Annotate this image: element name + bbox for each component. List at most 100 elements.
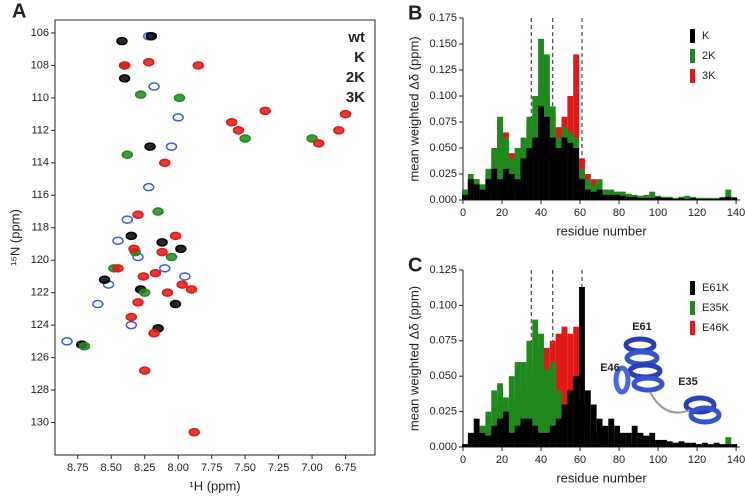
legend-swatch: [690, 29, 695, 43]
peak: [156, 238, 168, 247]
peak: [148, 329, 160, 338]
bar: [514, 362, 521, 447]
peak: [333, 126, 345, 135]
bar: [719, 444, 726, 447]
y-tick-label: 0.125: [429, 64, 457, 76]
bar: [608, 194, 615, 200]
bar: [502, 411, 509, 447]
bar: [573, 54, 580, 201]
panel-label: B: [408, 2, 422, 24]
peak: [165, 142, 178, 151]
peak: [152, 207, 164, 216]
bar: [491, 425, 498, 447]
bar: [696, 197, 702, 200]
y-tick-label: 0.050: [429, 370, 457, 382]
peak: [132, 298, 144, 307]
bar: [467, 432, 474, 447]
legend-label: 3K: [702, 70, 716, 82]
bar: [655, 439, 661, 447]
y-axis-title: ¹⁵N (ppm): [7, 209, 22, 266]
x-tick-label: 7.75: [201, 462, 222, 474]
peak: [239, 134, 251, 143]
peak: [98, 275, 111, 284]
peak: [148, 82, 160, 91]
bar: [555, 148, 562, 200]
x-tick-label: 140: [727, 454, 745, 466]
bar: [602, 194, 609, 200]
bar: [614, 425, 621, 447]
y-tick-label: 0.025: [429, 406, 457, 418]
bar: [713, 442, 720, 447]
helix-coil: [631, 375, 665, 393]
legend-label: wt: [347, 29, 365, 46]
y-tick-label: 0.175: [429, 12, 457, 24]
bar: [596, 189, 603, 200]
bar: [649, 197, 656, 200]
bar: [707, 198, 714, 200]
bar: [701, 442, 708, 447]
legend-label: E46K: [702, 322, 730, 334]
peak: [149, 268, 162, 278]
legend-label: 2K: [346, 69, 365, 86]
x-tick-label: 40: [535, 207, 547, 219]
bar: [701, 198, 708, 200]
y-axis-title: mean weighted Δδ (ppm): [406, 286, 421, 431]
y-tick-label: 108: [31, 59, 49, 71]
x-tick-label: 20: [496, 454, 508, 466]
y-tick-label: 0.075: [429, 116, 457, 128]
bar: [672, 197, 679, 200]
x-tick-label: 7.00: [301, 462, 322, 474]
bar: [614, 194, 621, 200]
peak: [132, 210, 144, 220]
peak: [116, 36, 128, 46]
bar: [462, 194, 468, 200]
x-tick-label: 60: [574, 454, 586, 466]
legend-swatch: [690, 321, 695, 335]
peak: [125, 312, 138, 322]
y-tick-label: 114: [31, 157, 49, 169]
bar: [631, 196, 638, 200]
bar: [543, 432, 550, 447]
bar: [625, 432, 632, 447]
x-tick-label: 8.25: [134, 462, 155, 474]
helix-coil: [683, 395, 717, 415]
bar: [520, 158, 527, 200]
bar: [520, 362, 527, 447]
bar: [532, 137, 539, 200]
bar: [485, 435, 492, 447]
panel-label: A: [12, 0, 26, 22]
helix-coil: [627, 362, 663, 380]
x-axis-title: residue number: [556, 470, 647, 485]
plot-frame: [54, 19, 376, 456]
bar: [696, 444, 702, 447]
bar: [538, 106, 544, 200]
bar: [637, 432, 644, 447]
bar: [596, 418, 603, 447]
y-tick-label: 118: [31, 222, 49, 234]
bar: [555, 418, 562, 447]
bar: [690, 197, 697, 200]
bar: [655, 196, 661, 200]
bar: [660, 197, 667, 200]
y-tick-label: 0.000: [429, 194, 457, 206]
bar: [684, 195, 691, 200]
bar: [707, 444, 714, 447]
bar: [514, 148, 521, 200]
bar: [631, 425, 638, 447]
x-axis-title: residue number: [556, 223, 647, 238]
y-tick-label: 110: [31, 92, 49, 104]
peak: [175, 244, 187, 254]
bar: [684, 442, 691, 447]
y-tick-label: 0.000: [429, 441, 457, 453]
bar: [508, 376, 515, 447]
bar: [497, 418, 503, 447]
bar: [561, 326, 568, 447]
bar: [707, 197, 714, 200]
y-tick-label: 0.100: [429, 90, 457, 102]
peak: [142, 182, 155, 192]
peak: [173, 93, 186, 103]
y-tick-label: 126: [31, 352, 49, 364]
bar: [561, 404, 568, 447]
peak: [179, 272, 191, 281]
